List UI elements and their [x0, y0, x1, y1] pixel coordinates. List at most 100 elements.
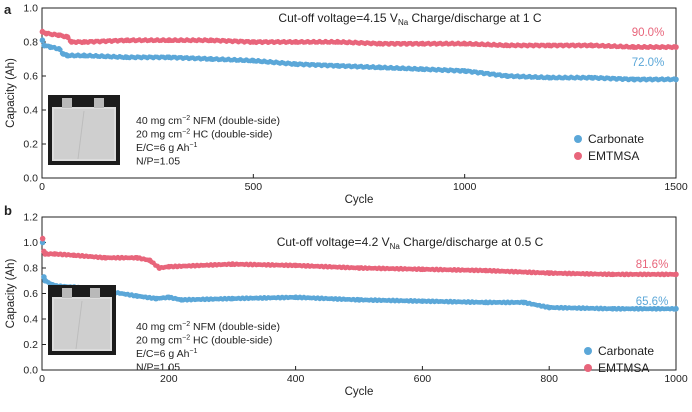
data-point: [250, 57, 257, 64]
data-point: [166, 54, 172, 61]
cell-tab: [90, 288, 100, 298]
data-point: [166, 37, 172, 44]
data-point: [356, 297, 362, 303]
data-point: [335, 63, 341, 69]
data-point: [292, 61, 299, 67]
legend-marker-carbonate: [584, 347, 592, 355]
data-point: [673, 44, 679, 50]
cell-spec-line: E/C=6 g Ah−1: [136, 142, 198, 154]
data-point: [419, 266, 426, 273]
data-point: [673, 76, 679, 83]
data-point: [39, 235, 46, 242]
data-point: [208, 56, 214, 62]
legend-marker-carbonate: [574, 135, 582, 143]
data-point: [588, 74, 595, 81]
data-point: [68, 39, 75, 45]
data-point: [102, 254, 109, 261]
annotation-carbonate: 65.6%: [636, 296, 669, 308]
x-tick-label: 400: [287, 373, 305, 385]
data-point: [609, 306, 616, 312]
data-point: [153, 295, 159, 302]
data-point: [42, 251, 48, 257]
data-point: [123, 37, 130, 44]
y-axis-label: Capacity (Ah): [5, 58, 17, 128]
data-point: [292, 39, 299, 45]
data-point: [521, 299, 527, 306]
legend-label-emtmsa: EMTMSA: [598, 361, 649, 375]
data-point: [123, 54, 130, 61]
y-tick-label: 0.2: [23, 139, 38, 151]
data-point: [56, 46, 62, 52]
series-carbonate: [39, 37, 679, 83]
data-point: [146, 257, 153, 264]
y-tick-label: 0.0: [23, 365, 38, 377]
data-point: [504, 73, 510, 79]
plot-frame: [41, 7, 677, 179]
data-point: [377, 40, 383, 47]
data-point: [178, 297, 185, 303]
data-point: [483, 267, 489, 274]
y-tick-label: 0.6: [23, 288, 38, 300]
data-point: [229, 295, 235, 302]
data-point: [42, 277, 48, 284]
data-point: [546, 42, 552, 49]
cell-spec-line: N/P=1.05: [136, 156, 180, 168]
cell-spec-line: 40 mg cm−2 NFM (double-side): [136, 115, 280, 127]
cell-face: [54, 299, 110, 349]
cell-face: [54, 109, 114, 159]
cell-spec-line: 20 mg cm−2 HC (double-side): [136, 129, 272, 141]
data-point: [166, 294, 172, 301]
data-point: [461, 40, 468, 47]
data-point: [229, 261, 235, 267]
data-point: [39, 37, 46, 44]
cell-fold: [77, 110, 85, 160]
data-point: [673, 306, 679, 312]
data-point: [70, 252, 77, 259]
series-emtmsa: [39, 28, 679, 51]
cell-spec-line: 20 mg cm−2 HC (double-side): [136, 335, 272, 347]
y-tick-label: 1.0: [23, 237, 38, 249]
annotation-carbonate: 72.0%: [632, 57, 665, 69]
data-point: [588, 42, 595, 49]
y-tick-label: 1.2: [23, 212, 38, 224]
data-point: [39, 239, 46, 246]
cell-spec-line: E/C=6 g Ah−1: [136, 348, 198, 360]
data-point: [546, 270, 552, 276]
y-tick-label: 0.6: [23, 71, 38, 83]
chart-title: Cut-off voltage=4.2 VNa Charge/discharge…: [277, 235, 544, 251]
data-point: [134, 293, 140, 299]
x-axis-label: Cycle: [345, 386, 374, 398]
data-point: [56, 32, 62, 38]
data-point: [546, 74, 552, 81]
data-point: [419, 66, 426, 72]
x-tick-label: 1000: [664, 373, 688, 385]
data-point: [208, 37, 214, 44]
series-emtmsa: [39, 235, 679, 278]
legend-label-carbonate: Carbonate: [588, 132, 644, 146]
y-axis-label: Capacity (Ah): [5, 259, 17, 329]
data-point: [134, 254, 140, 261]
data-point: [609, 271, 616, 278]
panel-label: a: [4, 2, 12, 17]
data-point: [546, 304, 552, 311]
x-tick-label: 0: [39, 181, 45, 193]
data-point: [64, 34, 71, 40]
legend-marker-emtmsa: [584, 364, 592, 372]
annotation-emtmsa: 90.0%: [632, 27, 665, 39]
panel-label: b: [4, 203, 12, 218]
data-point: [419, 40, 426, 47]
data-point: [60, 51, 66, 57]
data-point: [47, 44, 54, 50]
data-point: [504, 42, 510, 49]
pouch-cell-photo: [48, 285, 116, 355]
x-tick-label: 600: [414, 373, 432, 385]
y-tick-label: 0.4: [23, 314, 38, 326]
data-point: [41, 42, 47, 49]
y-tick-label: 1.0: [23, 3, 38, 15]
legend-label-carbonate: Carbonate: [598, 344, 654, 358]
cell-spec-line: 40 mg cm−2 NFM (double-side): [136, 321, 280, 333]
x-tick-label: 0: [39, 373, 45, 385]
x-tick-label: 800: [540, 373, 558, 385]
x-tick-label: 1500: [664, 181, 688, 193]
